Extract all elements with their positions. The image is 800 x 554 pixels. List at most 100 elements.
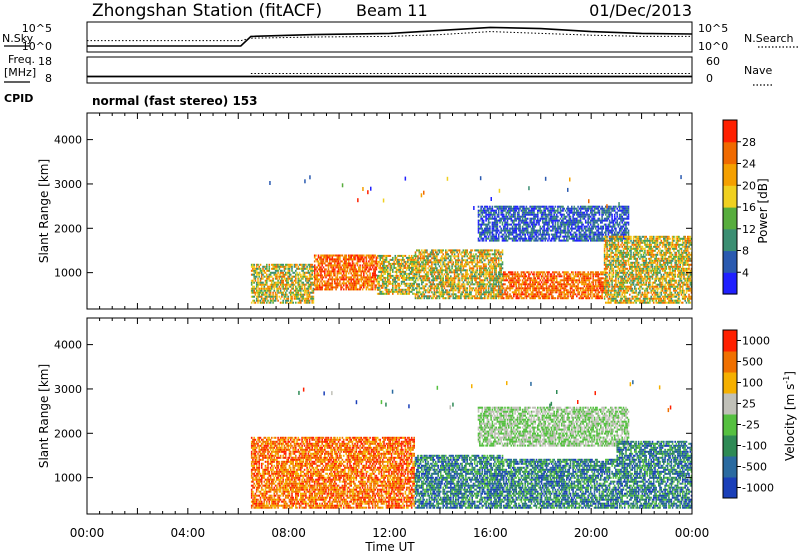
data-cell	[471, 289, 473, 292]
data-cell	[286, 263, 288, 266]
data-cell	[451, 271, 453, 274]
data-cell	[545, 205, 548, 208]
data-cell	[558, 235, 560, 238]
data-cell	[564, 279, 567, 282]
data-cell	[524, 209, 526, 212]
data-cell	[433, 283, 436, 286]
data-cell	[495, 209, 497, 212]
data-cell	[342, 268, 345, 271]
data-cell	[291, 279, 293, 282]
data-cell	[307, 269, 310, 272]
data-cell	[567, 209, 569, 212]
data-cell	[351, 266, 354, 269]
data-cell	[457, 275, 460, 278]
data-cell	[559, 231, 562, 234]
data-cell	[439, 293, 442, 296]
data-cell	[491, 239, 494, 242]
data-cell	[429, 261, 432, 264]
data-cell	[484, 287, 486, 290]
data-cell	[363, 260, 365, 263]
data-cell	[534, 225, 536, 228]
data-cell	[433, 263, 436, 266]
data-cell	[573, 239, 576, 242]
data-cell	[403, 274, 405, 277]
data-cell	[293, 289, 296, 292]
data-cell	[332, 278, 335, 281]
data-cell	[417, 295, 419, 298]
data-cell	[402, 264, 404, 267]
data-cell	[481, 287, 484, 290]
data-cell	[451, 283, 453, 286]
data-cell	[568, 283, 571, 286]
data-cell	[347, 282, 350, 285]
data-cell	[528, 271, 530, 274]
data-cell	[438, 273, 441, 276]
data-cell	[324, 268, 326, 271]
data-cell	[526, 217, 529, 220]
data-cell	[499, 267, 501, 270]
data-cell	[578, 225, 581, 228]
data-cell	[262, 291, 264, 294]
data-cell	[302, 265, 305, 268]
data-cell	[495, 289, 497, 292]
data-cell	[443, 269, 446, 272]
data-cell	[307, 289, 310, 292]
data-cell	[542, 213, 544, 216]
data-cell	[346, 266, 349, 269]
data-cell	[482, 257, 485, 260]
data-cell	[531, 289, 534, 292]
data-cell	[365, 282, 368, 285]
data-cell	[521, 205, 524, 208]
data-cell	[563, 229, 565, 232]
data-cell	[267, 269, 269, 272]
data-cell	[257, 279, 259, 282]
data-cell	[336, 262, 339, 265]
data-cell	[552, 215, 554, 218]
data-cell	[393, 264, 395, 267]
data-cell	[508, 297, 510, 300]
data-cell	[295, 265, 297, 268]
data-cell	[487, 259, 490, 262]
data-cell	[487, 253, 490, 256]
data-cell	[513, 229, 515, 232]
data-cell	[563, 293, 565, 296]
data-cell	[494, 249, 496, 252]
data-cell	[466, 283, 468, 286]
data-cell	[601, 287, 603, 290]
data-cell	[573, 275, 576, 278]
data-cell	[518, 229, 520, 232]
data-cell	[574, 207, 577, 210]
data-cell	[514, 235, 516, 238]
data-cell	[505, 279, 508, 282]
data-cell	[421, 257, 423, 260]
data-cell	[433, 259, 436, 262]
data-cell	[442, 253, 444, 256]
data-cell	[412, 284, 414, 287]
data-cell	[254, 277, 257, 280]
data-cell	[492, 277, 495, 280]
data-cell	[530, 205, 533, 208]
data-cell	[455, 271, 457, 274]
data-cell	[402, 278, 404, 281]
data-cell	[519, 293, 521, 296]
data-cell	[289, 299, 292, 302]
data-cell	[263, 287, 266, 290]
data-cell	[390, 282, 393, 285]
data-cell	[482, 219, 485, 222]
data-cell	[557, 231, 559, 234]
data-cell	[589, 237, 592, 240]
data-cell	[495, 249, 497, 252]
data-cell	[500, 255, 502, 258]
data-cell	[523, 221, 525, 224]
data-cell	[291, 297, 293, 300]
data-cell	[477, 255, 480, 258]
data-cell	[529, 213, 531, 216]
data-cell	[511, 219, 514, 222]
data-cell	[486, 253, 489, 256]
data-cell	[492, 237, 495, 240]
data-cell	[530, 219, 533, 222]
data-cell	[418, 297, 421, 300]
data-cell	[533, 235, 535, 238]
data-cell	[398, 264, 400, 267]
data-cell	[279, 263, 282, 266]
